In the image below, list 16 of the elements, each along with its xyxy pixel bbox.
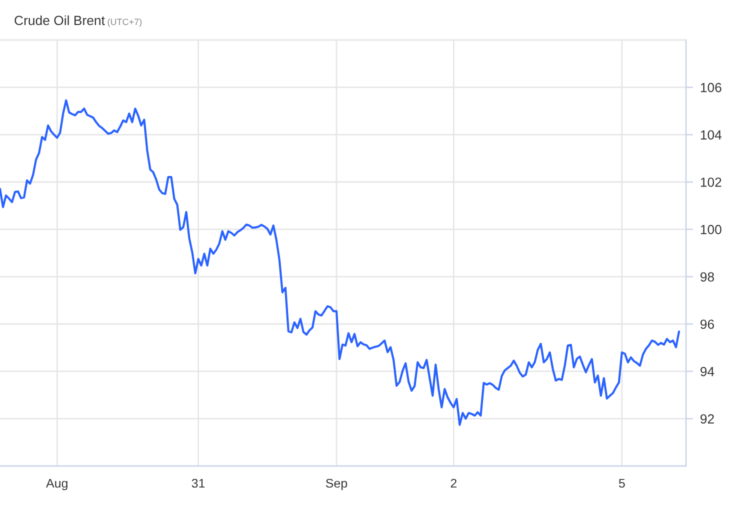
x-tick-label: 31 [192, 478, 205, 488]
chart-title: Crude Oil Brent [14, 15, 105, 26]
x-tick-label: 2 [450, 478, 457, 488]
y-tick-label: 106 [700, 82, 722, 92]
y-tick-label: 100 [700, 224, 722, 234]
y-tick-label: 98 [700, 272, 714, 282]
y-tick-label: 96 [700, 320, 714, 329]
x-tick-label: 5 [618, 478, 625, 488]
x-tick-label: Sep [326, 478, 348, 490]
line-series [0, 99, 680, 426]
chart-subtitle: (UTC+7) [108, 18, 142, 27]
y-tick-label: 92 [700, 414, 714, 424]
y-tick-label: 102 [700, 178, 722, 187]
y-tick-label: 94 [700, 366, 714, 376]
x-tick-label: Aug [46, 478, 68, 490]
y-tick-label: 104 [700, 130, 722, 140]
